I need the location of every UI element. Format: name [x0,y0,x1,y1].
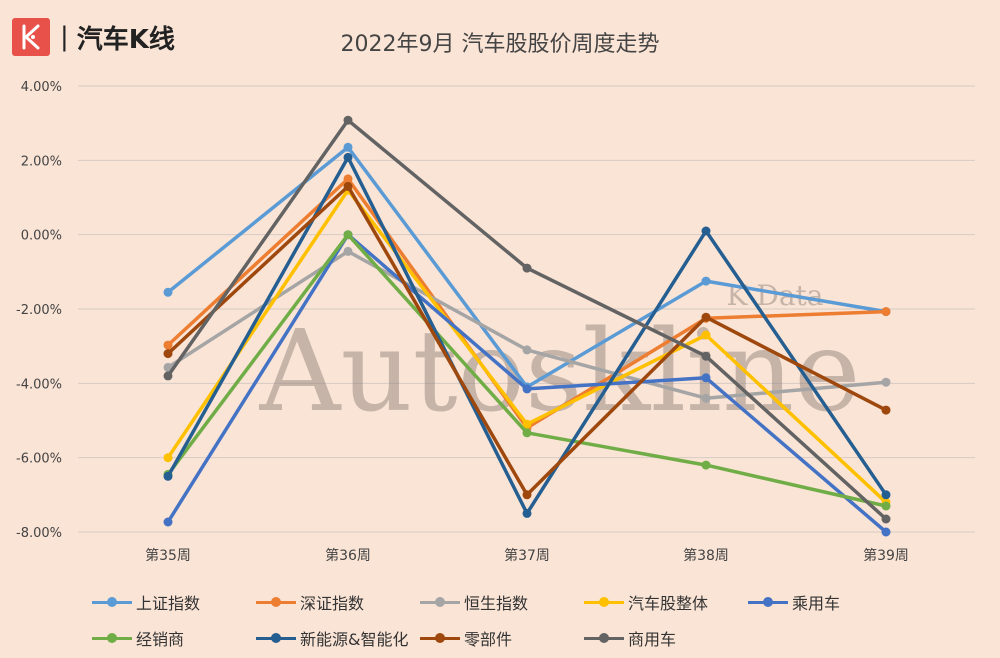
legend-label: 新能源&智能化 [300,630,409,649]
data-point [522,263,532,273]
data-point [701,330,711,340]
legend-marker-icon [420,632,460,644]
legend-marker-icon [584,596,624,608]
legend-item: 新能源&智能化 [256,626,420,650]
legend-marker-icon [420,596,460,608]
data-point [163,517,173,527]
series-layer [163,115,891,537]
legend-marker-icon [748,596,788,608]
legend-item: 汽车股整体 [584,590,748,614]
data-point [343,246,353,256]
legend-item: 深证指数 [256,590,420,614]
series-3 [163,185,891,507]
legend-item: 恒生指数 [420,590,584,614]
brand-name: 汽车K线 [76,24,175,55]
data-point [881,405,891,415]
data-point [522,419,532,429]
y-tick-label: 2.00% [21,154,62,169]
data-point [163,471,173,481]
legend-label: 零部件 [464,630,513,649]
legend-item: 商用车 [584,626,748,650]
data-point [522,384,532,394]
legend-item: 经销商 [92,626,256,650]
series-6 [163,152,891,518]
y-tick-label: -4.00% [16,377,62,392]
legend-label: 商用车 [628,630,677,649]
data-point [163,453,173,463]
data-point [881,490,891,500]
data-point [701,460,711,470]
watermark-main-text: Autoskline [259,307,861,437]
k-logo-icon [12,18,50,56]
data-point [343,142,353,152]
legend-label: 恒生指数 [464,594,529,613]
y-tick-label: -6.00% [16,452,62,467]
data-point [881,307,891,317]
legend-marker-icon [92,596,132,608]
series-8 [163,115,891,524]
y-tick-label: 4.00% [21,80,62,95]
series-4 [163,230,891,537]
data-point [343,174,353,184]
x-tick-label: 第39周 [863,547,909,564]
x-tick-label: 第38周 [683,547,729,564]
data-point [881,514,891,524]
legend-marker-icon [256,596,296,608]
data-point [701,226,711,236]
data-point [701,351,711,361]
data-point [881,377,891,387]
x-tick-label: 第36周 [325,547,371,564]
data-point [343,181,353,191]
brand: | 汽车K线 [12,18,175,56]
legend-label: 汽车股整体 [628,594,709,613]
data-point [343,230,353,240]
legend-marker-icon [584,632,624,644]
brand-separator: | [60,22,69,52]
data-point [343,152,353,162]
data-point [163,371,173,381]
data-point [163,362,173,372]
series-7 [163,181,891,500]
legend-row: 上证指数 深证指数 恒生指数 汽车股整体 乘用车 [92,584,972,620]
legend-row: 经销商 新能源&智能化 零部件 商用车 [92,620,972,656]
data-point [522,490,532,500]
data-point [343,115,353,125]
data-point [701,276,711,286]
y-tick-label: 0.00% [21,229,62,244]
legend-label: 经销商 [136,630,185,649]
data-point [163,349,173,359]
legend-item: 上证指数 [92,590,256,614]
y-tick-label: -8.00% [16,526,62,541]
y-tick-label: -2.00% [16,303,62,318]
legend: 上证指数 深证指数 恒生指数 汽车股整体 乘用车 经销商 新能源&智能化 零部件 商用车 [92,584,972,656]
data-point [701,393,711,403]
data-point [701,373,711,383]
data-point [522,345,532,355]
chart-title: 2022年9月 汽车股股价周度走势 [340,32,660,57]
legend-label: 深证指数 [300,594,365,613]
data-point [522,428,532,438]
data-point [163,340,173,350]
legend-label: 上证指数 [136,594,201,613]
data-point [701,312,711,322]
legend-item: 乘用车 [748,590,912,614]
data-point [522,508,532,518]
legend-marker-icon [92,632,132,644]
x-tick-label: 第35周 [145,547,191,564]
data-point [881,527,891,537]
data-point [163,287,173,297]
data-point [881,501,891,511]
x-axis-labels: 第35周 第36周 第37周 第38周 第39周 [145,547,909,564]
legend-item: 零部件 [420,626,584,650]
y-axis-labels: 4.00% 2.00% 0.00% -2.00% -4.00% -6.00% -8.00% [16,80,62,541]
watermark: Autoskline K Data [259,279,861,437]
x-tick-label: 第37周 [504,547,550,564]
legend-label: 乘用车 [792,594,841,613]
legend-marker-icon [256,632,296,644]
